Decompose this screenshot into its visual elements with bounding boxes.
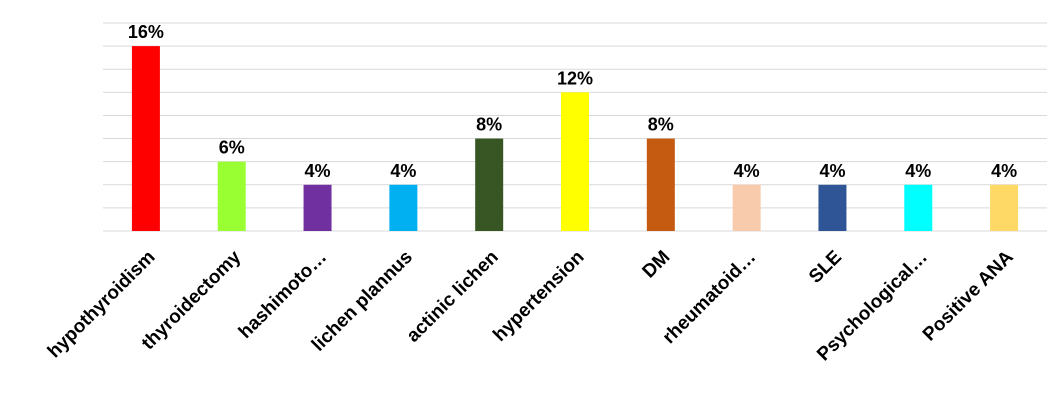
bar-4 — [475, 138, 504, 231]
data-label-8: 4% — [819, 161, 845, 181]
data-label-10: 4% — [991, 161, 1017, 181]
data-labels: 16% 6% 4% 4% 8% 12% 8% 4% 4% 4% 4% — [128, 22, 1017, 181]
bar-3 — [389, 184, 418, 231]
data-label-1: 6% — [219, 138, 245, 158]
bar-9 — [904, 184, 933, 231]
bar-10 — [990, 184, 1019, 231]
data-label-6: 8% — [648, 115, 674, 135]
data-label-0: 16% — [128, 22, 164, 42]
data-label-2: 4% — [305, 161, 331, 181]
category-label-4: actinic lichen — [403, 247, 503, 347]
bar-8 — [818, 184, 847, 231]
bar-5 — [561, 92, 589, 231]
data-label-4: 8% — [476, 115, 502, 135]
data-label-9: 4% — [905, 161, 931, 181]
bar-6 — [646, 138, 675, 231]
data-label-7: 4% — [734, 161, 760, 181]
category-label-5: hypertension — [489, 247, 588, 346]
category-label-8: SLE — [805, 247, 846, 288]
category-label-0: hypothyroidism — [44, 247, 160, 363]
category-label-2: hashimoto… — [235, 247, 331, 343]
bar-1 — [217, 161, 246, 231]
bar-0 — [131, 46, 160, 231]
data-label-3: 4% — [390, 161, 416, 181]
category-label-6: DM — [639, 247, 675, 283]
category-labels: hypothyroidismthyroidectomyhashimoto…lic… — [44, 246, 1018, 365]
bars — [131, 46, 1019, 231]
bar-7 — [732, 184, 761, 231]
data-label-5: 12% — [557, 68, 593, 88]
bar-2 — [303, 184, 332, 231]
category-label-10: Positive ANA — [919, 246, 1018, 345]
